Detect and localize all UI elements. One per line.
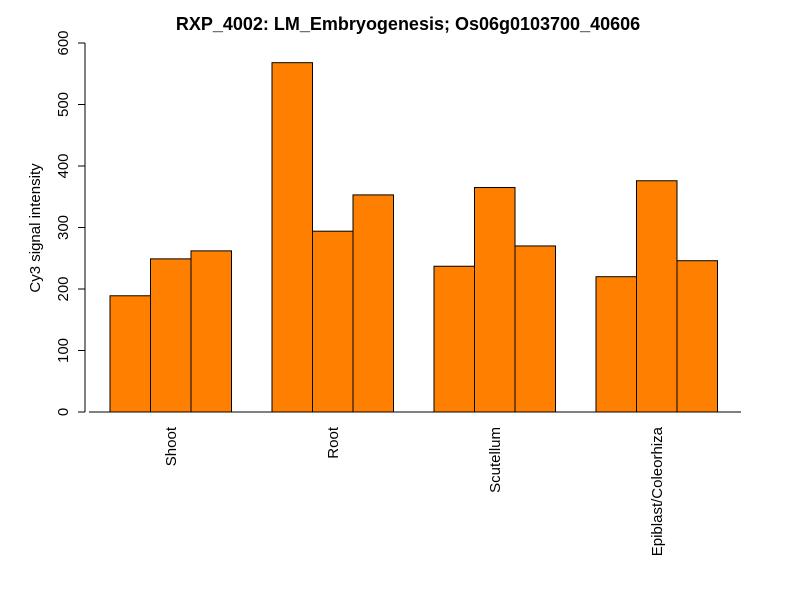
bar-3-1 <box>636 180 678 413</box>
bar-2-1 <box>474 187 516 413</box>
bar-0-1 <box>150 258 192 413</box>
y-tick-label: 100 <box>55 338 72 363</box>
x-axis-labels: Shoot Root Scutellum Epiblast/Coleorhiza <box>163 426 666 556</box>
bar-3-2 <box>676 260 718 413</box>
bar-3-0 <box>595 276 637 413</box>
bar-2-0 <box>433 265 475 413</box>
x-category-label: Root <box>325 426 342 459</box>
bar-1-2 <box>352 194 394 413</box>
bar-0-2 <box>190 250 232 413</box>
y-tick-label: 400 <box>55 153 72 178</box>
chart-title: RXP_4002: LM_Embryogenesis; Os06g0103700… <box>176 14 640 34</box>
y-tick-label: 0 <box>55 408 72 416</box>
y-tick-label: 500 <box>55 92 72 117</box>
x-category-label: Epiblast/Coleorhiza <box>649 426 666 556</box>
y-axis-label: Cy3 signal intensity <box>27 163 44 293</box>
y-axis: 0 100 200 300 400 500 600 <box>55 30 86 416</box>
bars-group <box>109 62 718 413</box>
x-category-label: Scutellum <box>487 427 504 493</box>
bar-0-0 <box>109 295 151 413</box>
y-tick-label: 200 <box>55 276 72 301</box>
bar-1-1 <box>312 230 354 413</box>
x-category-label: Shoot <box>163 426 180 466</box>
bar-2-2 <box>514 245 556 413</box>
y-tick-label: 300 <box>55 215 72 240</box>
y-tick-label: 600 <box>55 30 72 55</box>
bar-1-0 <box>271 62 313 413</box>
